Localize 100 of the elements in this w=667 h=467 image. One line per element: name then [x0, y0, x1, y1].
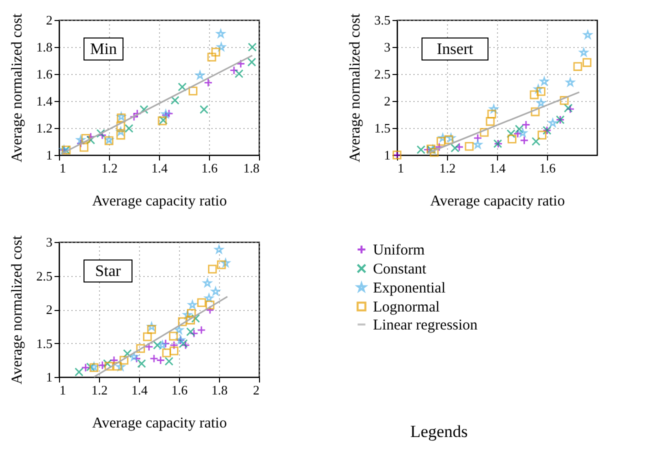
x-tick-label: 1.6: [201, 160, 218, 176]
point: [560, 96, 569, 105]
point: [208, 264, 217, 274]
point: [486, 117, 495, 126]
point: [538, 130, 546, 140]
x-tick-label: 1.2: [91, 382, 108, 398]
text: Legends: [410, 422, 468, 441]
point: [116, 130, 126, 140]
point: [80, 142, 88, 152]
point: [514, 124, 524, 134]
point: [216, 260, 226, 270]
y-axis-title: Average normalized cost: [9, 12, 26, 162]
point: [74, 368, 84, 376]
y-tick-label: 3: [384, 40, 390, 54]
point: [247, 58, 256, 67]
point: [170, 340, 178, 350]
point: [487, 110, 496, 119]
y-tick-label: 1: [384, 148, 390, 162]
y-tick-label: 1: [46, 148, 52, 162]
point: [520, 136, 529, 145]
point: [207, 52, 216, 62]
point: [186, 308, 196, 318]
point: [530, 90, 539, 100]
annotation: Star: [95, 263, 122, 280]
point: [186, 327, 196, 336]
point: [211, 48, 220, 57]
x-tick-label: 1.4: [131, 382, 148, 398]
point: [480, 128, 489, 137]
point: [573, 62, 582, 71]
point: [86, 362, 96, 372]
x-tick-label: 1.8: [211, 382, 228, 398]
legend-label: Exponential: [373, 280, 446, 296]
point: [81, 134, 90, 143]
point: [110, 356, 118, 365]
annotation: Insert: [436, 41, 474, 58]
point: [522, 120, 530, 130]
point: [454, 142, 464, 152]
point: [178, 317, 187, 326]
point: [188, 86, 198, 96]
point: [132, 109, 142, 118]
x-axis-title: Average capacity ratio: [92, 194, 227, 210]
x-tick-label: 1: [60, 160, 66, 176]
point: [170, 346, 178, 356]
point: [156, 356, 166, 365]
point: [130, 112, 138, 122]
point: [530, 107, 540, 116]
x-tick-label: 1: [60, 382, 66, 398]
y-axis-title: Average normalized cost: [347, 12, 364, 162]
y-tick-label: 3.5: [374, 12, 390, 28]
point: [200, 105, 208, 114]
y-tick-label: 2.5: [374, 66, 390, 82]
x-tick-label: 1.6: [171, 382, 188, 398]
x-tick-label: 1.8: [243, 160, 260, 176]
y-tick-label: 3: [46, 234, 52, 250]
x-tick-label: 1.4: [151, 160, 168, 176]
x-tick-label: 1.4: [489, 160, 506, 176]
y-tick-label: 1.5: [374, 120, 390, 136]
point: [137, 359, 146, 368]
y-tick-label: 1.5: [36, 336, 52, 351]
point: [436, 136, 446, 146]
x-tick-label: 1: [398, 160, 404, 176]
x-tick-label: 1.2: [439, 160, 456, 176]
point: [197, 298, 206, 308]
point: [196, 70, 204, 80]
point: [174, 326, 184, 334]
x-tick-label: 2: [253, 382, 260, 398]
point: [532, 136, 540, 146]
y-tick-label: 1.6: [36, 66, 53, 82]
y-tick-label: 1.8: [36, 40, 52, 54]
x-axis-title: Average capacity ratio: [430, 194, 565, 210]
y-tick-label: 2: [384, 94, 390, 108]
point: [506, 129, 516, 138]
point: [124, 124, 134, 133]
point: [164, 356, 174, 366]
point: [430, 148, 439, 157]
legend-label: Uniform: [373, 242, 425, 258]
point: [86, 136, 96, 144]
point: [444, 135, 454, 144]
point: [206, 300, 214, 310]
point: [434, 142, 444, 152]
point: [102, 359, 112, 368]
x-axis-title: Average capacity ratio: [92, 416, 227, 432]
point: [230, 66, 238, 75]
point: [116, 122, 126, 131]
y-tick-label: 1: [46, 370, 52, 384]
point: [170, 96, 180, 105]
point: [236, 59, 246, 68]
point: [234, 69, 244, 78]
point: [152, 340, 162, 350]
point: [130, 352, 138, 361]
point: [150, 354, 158, 363]
point: [196, 326, 206, 334]
point: [140, 105, 148, 114]
point: [186, 316, 196, 324]
point: [122, 349, 132, 358]
legend-label: Constant: [373, 262, 428, 278]
point: [450, 144, 460, 152]
y-tick-label: 1.2: [36, 120, 52, 136]
point: [191, 314, 200, 323]
point: [204, 78, 213, 88]
